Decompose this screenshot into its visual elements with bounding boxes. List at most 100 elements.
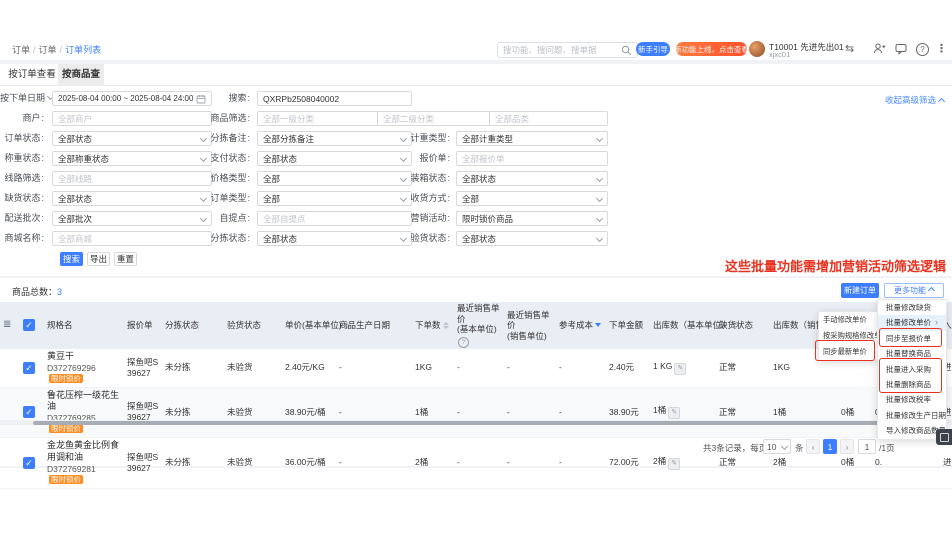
- stockout-status-select[interactable]: 全部状态: [52, 191, 212, 206]
- quote-field[interactable]: 全部报价单: [456, 151, 608, 166]
- menu-item-import-edit-qty[interactable]: 导入修改商品数量: [886, 426, 946, 436]
- prev-page-button[interactable]: ‹: [806, 439, 820, 454]
- price-lock-tag: 限时锁价: [49, 373, 83, 383]
- filter-label-pickup-point: 自提点: [200, 211, 250, 226]
- select-all-checkbox[interactable]: ✓: [23, 319, 35, 332]
- recent-price-base: -: [454, 387, 504, 439]
- new-feature-button[interactable]: 新功能上线，点击查看: [674, 42, 749, 56]
- collapse-advanced-filter-link[interactable]: 收起高级筛选: [885, 94, 946, 106]
- global-search-input[interactable]: 搜功能、搜问题、搜单据: [497, 42, 638, 58]
- product-table-panel: 商品总数：3 新建订单 更多功能 ≣ ✓ 规格名 报价单 分拣状态 验货状态 单…: [0, 278, 952, 489]
- price-lock-tag: 限时锁价: [49, 474, 83, 484]
- out-qty-sale: 1桶: [770, 387, 838, 439]
- col-stockout-status: 缺货状态: [716, 302, 770, 349]
- tab-by-order[interactable]: 按订单查看: [8, 69, 56, 80]
- weigh-status-select[interactable]: 全部称重状态: [52, 151, 212, 166]
- column-settings-icon[interactable]: ≣: [3, 319, 12, 331]
- product-name: 黄豆干: [47, 350, 75, 361]
- filter-label-inspection-status: 验货状态: [398, 231, 450, 246]
- menu-item-sync-latest-price[interactable]: 同步最新单价: [823, 347, 867, 356]
- menu-item-sync-to-quote[interactable]: 同步至报价单: [886, 333, 931, 343]
- edit-icon[interactable]: ✎: [674, 362, 687, 375]
- inspection-status-select[interactable]: 全部状态: [456, 231, 608, 246]
- ref-cost: -: [556, 437, 606, 489]
- category-level2-field[interactable]: 全部二级分类: [377, 111, 493, 126]
- order-status-select[interactable]: 全部状态: [52, 131, 212, 146]
- mall-name-field[interactable]: 全部商城: [52, 231, 212, 246]
- recent-price-base: -: [454, 348, 504, 388]
- tab-by-product[interactable]: 按商品查看: [58, 64, 104, 102]
- menu-item-batch-delete-product[interactable]: 批量删除商品: [886, 379, 931, 389]
- category-type-field[interactable]: 全部品类: [489, 111, 608, 126]
- more-functions-button[interactable]: 更多功能: [884, 283, 944, 298]
- search-button[interactable]: 搜索: [60, 252, 83, 266]
- order-type-select[interactable]: 全部: [257, 191, 412, 206]
- pickup-point-field[interactable]: 全部自提点: [257, 211, 412, 226]
- category-level1-field[interactable]: 全部一级分类: [257, 111, 381, 126]
- price-type-select[interactable]: 全部: [257, 171, 412, 186]
- help-icon[interactable]: ?: [916, 43, 929, 56]
- out-qty-base: 1 KG: [653, 360, 673, 371]
- menu-item-manual-edit-price[interactable]: 手动修改单价: [823, 315, 867, 324]
- menu-item-batch-edit-stockout[interactable]: 批量修改缺货: [886, 303, 931, 312]
- page-size-select[interactable]: 10: [763, 439, 791, 454]
- global-search-placeholder: 搜功能、搜问题、搜单据: [503, 45, 597, 55]
- receive-method-select[interactable]: 全部: [456, 191, 608, 206]
- export-button[interactable]: 导出: [87, 252, 110, 266]
- user-name[interactable]: T10001 先进先出01: [769, 42, 844, 52]
- marketing-activity-select[interactable]: 限时锁价商品: [456, 211, 608, 226]
- menu-item-edit-price-by-purchase-spec[interactable]: 按采购规格修改单价: [823, 331, 878, 340]
- sorting-remark-select[interactable]: 全部分拣备注: [257, 131, 412, 146]
- search-icon: [621, 45, 632, 55]
- recent-price-sale: -: [504, 387, 556, 439]
- newbie-guide-button[interactable]: 新手引导: [636, 42, 670, 56]
- avatar[interactable]: [749, 41, 765, 57]
- filter-label-product-filter: 商品筛选: [200, 111, 250, 126]
- edit-icon[interactable]: ✎: [668, 407, 681, 420]
- floating-widget[interactable]: [936, 429, 952, 445]
- filter-label-order-date[interactable]: 按下单日期: [0, 91, 55, 106]
- scrollbar-thumb[interactable]: [33, 420, 930, 425]
- order-date-range-field[interactable]: 2025-08-04 00:00 ~ 2025-08-04 24:00: [52, 91, 212, 106]
- breadcrumb-item[interactable]: 订单: [38, 45, 57, 55]
- keyword-search-input[interactable]: QXRPb2508040002: [257, 91, 412, 106]
- reset-button[interactable]: 重置: [114, 252, 137, 266]
- menu-item-batch-enter-purchase[interactable]: 批量进入采购: [886, 364, 931, 374]
- merchant-field[interactable]: 全部商户: [52, 111, 212, 126]
- delivery-batch-select[interactable]: 全部批次: [52, 211, 212, 226]
- row-checkbox[interactable]: ✓: [23, 456, 35, 469]
- filter-caret-icon[interactable]: [595, 323, 602, 328]
- info-icon[interactable]: ?: [458, 336, 469, 348]
- recent-price-sale: -: [504, 348, 556, 388]
- row-checkbox[interactable]: ✓: [23, 361, 35, 374]
- breadcrumb-item[interactable]: 订单: [12, 45, 31, 55]
- recent-price-base: -: [454, 437, 504, 489]
- menu-item-batch-edit-tax-rate[interactable]: 批量修改税率: [886, 395, 931, 405]
- breadcrumb-current: 订单列表: [65, 45, 102, 55]
- new-order-button[interactable]: 新建订单: [841, 283, 879, 298]
- switch-account-icon[interactable]: ⇆: [845, 43, 855, 55]
- message-icon[interactable]: [895, 43, 907, 55]
- next-page-button[interactable]: ›: [840, 439, 854, 454]
- pay-status-select[interactable]: 全部状态: [257, 151, 412, 166]
- horizontal-scrollbar[interactable]: [0, 420, 952, 425]
- table-header-row: ≣ ✓ 规格名 报价单 分拣状态 验货状态 单价(基本单位) 商品生产日期 下单…: [0, 302, 952, 349]
- row-action-link[interactable]: 进入: [940, 437, 952, 489]
- current-page-button[interactable]: 1: [823, 439, 837, 454]
- weight-type-select[interactable]: 全部计重类型: [456, 131, 608, 146]
- sorting-status-select[interactable]: 全部状态: [257, 231, 412, 246]
- inspection-status: 未验货: [224, 437, 282, 489]
- menu-item-batch-replace-product[interactable]: 批量替换商品: [886, 349, 931, 359]
- more-dots-icon[interactable]: ⋮: [936, 43, 947, 55]
- route-field[interactable]: 全部线路: [52, 171, 212, 186]
- menu-item-batch-edit-prod-date[interactable]: 批量修改生产日期: [886, 410, 946, 420]
- boxing-status-select[interactable]: 全部状态: [456, 171, 608, 186]
- stockout-qty: 0桶: [838, 387, 872, 439]
- row-checkbox[interactable]: ✓: [23, 406, 35, 419]
- menu-item-batch-edit-price[interactable]: 批量修改单价 ›: [878, 315, 946, 331]
- contacts-icon[interactable]: [873, 42, 886, 55]
- edit-icon[interactable]: ✎: [668, 457, 681, 470]
- sort-icon[interactable]: [442, 322, 449, 330]
- page-jump-input[interactable]: 1: [858, 439, 876, 454]
